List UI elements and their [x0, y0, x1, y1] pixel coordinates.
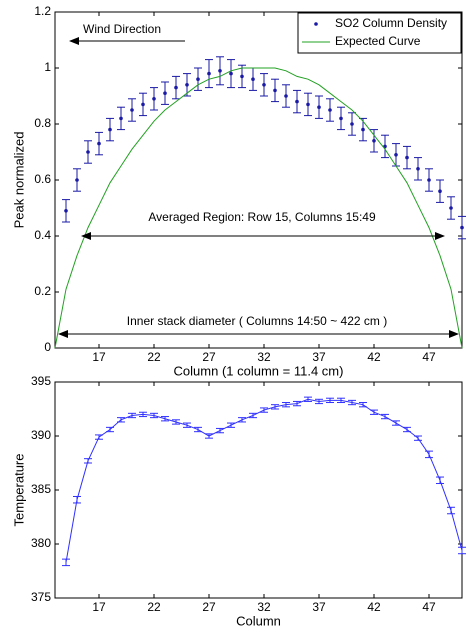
series-line [54, 67, 463, 349]
data-point [86, 150, 90, 154]
data-point [218, 69, 222, 73]
y-tick-label: 375 [31, 590, 51, 604]
y-tick-label: 1.2 [34, 4, 51, 18]
x-tick-label: 47 [422, 600, 436, 614]
data-point [152, 97, 156, 101]
y-axis-label: Temperature [11, 454, 26, 527]
data-point [438, 189, 442, 193]
y-tick-label: 0.8 [34, 116, 51, 130]
data-point [306, 102, 310, 107]
x-tick-label: 47 [422, 350, 436, 364]
data-point [317, 105, 321, 109]
x-tick-label: 32 [257, 600, 271, 614]
y-tick-label: 0.6 [34, 172, 51, 186]
data-point [416, 167, 420, 171]
data-point [295, 99, 299, 104]
data-point [64, 209, 68, 213]
data-point [284, 94, 288, 98]
x-axis-label: Column [236, 613, 281, 628]
data-point [449, 206, 453, 210]
data-point [163, 91, 167, 95]
annotation: Averaged Region: Row 15, Columns 15:49 [148, 210, 376, 224]
y-tick-label: 0.2 [34, 284, 51, 298]
series-line [65, 398, 463, 563]
data-point [207, 71, 211, 76]
x-tick-label: 22 [147, 600, 161, 614]
y-tick-label: 395 [31, 374, 51, 388]
x-tick-label: 22 [147, 350, 161, 364]
data-point [262, 83, 266, 87]
data-point [229, 71, 233, 76]
x-tick-label: 37 [312, 350, 326, 364]
x-axis-label: Column (1 column = 11.4 cm) [174, 363, 344, 378]
data-point [251, 77, 255, 81]
data-point [339, 116, 343, 121]
y-tick-label: 1 [44, 60, 51, 74]
axes-box [54, 11, 463, 349]
x-tick-label: 17 [92, 350, 106, 364]
y-tick-label: 385 [31, 482, 51, 496]
legend-marker [314, 22, 318, 26]
data-point [328, 108, 332, 112]
data-point [75, 178, 79, 182]
legend-label: SO2 Column Density [335, 16, 447, 30]
data-point [350, 122, 354, 126]
data-point [394, 153, 398, 157]
data-point [185, 83, 189, 87]
x-tick-label: 27 [202, 350, 216, 364]
data-point [174, 85, 178, 90]
annotation: Wind Direction [83, 22, 161, 36]
data-point [460, 225, 464, 230]
axes-box [54, 381, 463, 599]
x-tick-label: 42 [367, 600, 381, 614]
x-tick-label: 42 [367, 350, 381, 364]
data-point [240, 74, 244, 79]
y-axis-label: Peak normalized [11, 132, 26, 229]
y-tick-label: 0 [44, 340, 51, 354]
data-point [405, 155, 409, 160]
x-tick-label: 32 [257, 350, 271, 364]
y-tick-label: 380 [31, 536, 51, 550]
data-point [361, 127, 365, 132]
data-point [196, 77, 200, 81]
data-point [141, 102, 145, 107]
data-point [108, 127, 112, 132]
x-tick-label: 27 [202, 600, 216, 614]
x-tick-label: 17 [92, 600, 106, 614]
y-tick-label: 390 [31, 428, 51, 442]
data-point [130, 108, 134, 112]
x-tick-label: 37 [312, 600, 326, 614]
data-point [97, 141, 101, 146]
data-point [427, 178, 431, 182]
legend-box [297, 12, 462, 54]
data-point [273, 88, 277, 93]
annotation: Inner stack diameter ( Columns 14:50 ~ 4… [127, 314, 387, 328]
data-point [119, 116, 123, 121]
legend-label: Expected Curve [335, 34, 421, 48]
y-tick-label: 0.4 [34, 228, 51, 242]
data-point [372, 139, 376, 143]
